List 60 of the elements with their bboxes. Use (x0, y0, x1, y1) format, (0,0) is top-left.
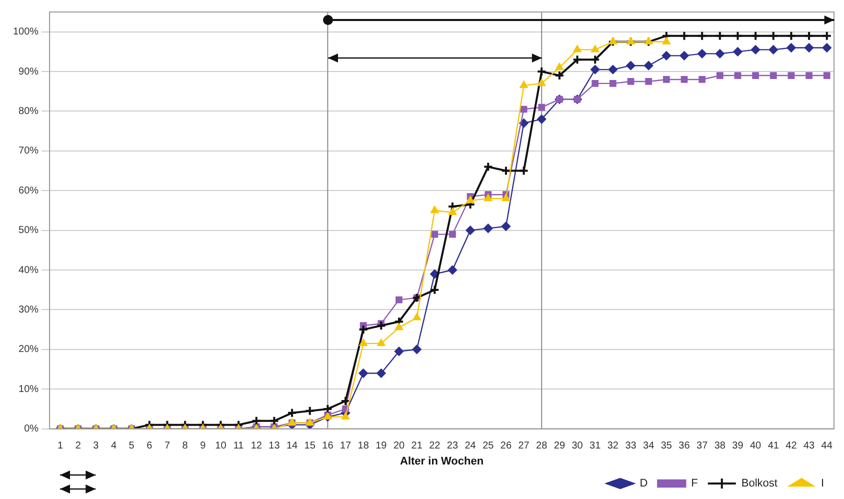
x-tick-label: 20 (393, 440, 405, 452)
y-tick-label: 100% (13, 26, 39, 38)
x-axis-title: Alter in Wochen (400, 455, 484, 468)
x-tick-label: 17 (340, 440, 352, 452)
y-tick-label: 80% (18, 106, 39, 117)
x-tick-label: 31 (590, 440, 602, 452)
y-tick-label: 40% (18, 264, 39, 276)
x-tick-label: 13 (268, 440, 280, 452)
legend-label: F (691, 478, 698, 490)
y-tick-label: 30% (18, 304, 39, 316)
x-tick-label: 27 (518, 440, 530, 452)
x-tick-label: 25 (482, 440, 494, 452)
x-tick-label: 24 (464, 440, 476, 452)
x-tick-label: 33 (625, 440, 637, 452)
x-tick-label: 30 (572, 440, 584, 452)
x-tick-label: 23 (446, 440, 458, 452)
x-tick-label: 2 (75, 440, 82, 452)
legend-label: I (820, 478, 824, 490)
y-tick-label: 60% (18, 185, 39, 196)
x-tick-label: 41 (768, 440, 780, 452)
x-tick-label: 21 (411, 440, 423, 452)
y-tick-label: 50% (18, 225, 39, 236)
x-tick-label: 8 (182, 440, 188, 452)
x-tick-label: 28 (536, 440, 548, 452)
x-tick-label: 9 (200, 440, 206, 452)
x-tick-label: 4 (110, 440, 117, 452)
x-tick-label: 18 (358, 440, 370, 452)
x-tick-label: 36 (678, 440, 690, 452)
x-tick-label: 37 (696, 440, 708, 452)
x-tick-label: 32 (607, 440, 619, 452)
y-tick-label: 20% (18, 344, 39, 356)
x-tick-label: 19 (376, 440, 388, 452)
x-tick-label: 3 (93, 440, 100, 452)
x-tick-label: 6 (146, 440, 153, 452)
x-tick-label: 38 (714, 440, 726, 452)
x-tick-label: 35 (660, 440, 672, 452)
x-tick-label: 16 (322, 440, 334, 452)
x-tick-label: 43 (803, 440, 816, 452)
x-tick-label: 5 (128, 440, 135, 452)
y-tick-label: 10% (18, 384, 39, 395)
x-tick-label: 22 (429, 440, 441, 452)
x-tick-label: 34 (643, 440, 655, 452)
x-tick-label: 29 (554, 440, 566, 452)
x-tick-label: 12 (250, 440, 262, 452)
x-tick-label: 1 (57, 440, 64, 452)
y-tick-label: 90% (18, 66, 39, 78)
x-tick-label: 10 (215, 440, 227, 452)
legend-label: D (640, 478, 648, 490)
x-tick-label: 39 (732, 440, 744, 452)
x-tick-label: 7 (164, 440, 170, 452)
x-tick-label: 11 (233, 440, 244, 452)
x-tick-label: 42 (786, 440, 798, 452)
x-tick-label: 44 (821, 440, 833, 452)
x-tick-label: 26 (500, 440, 512, 452)
y-tick-label: 0% (24, 424, 39, 435)
x-tick-label: 15 (304, 440, 316, 452)
y-tick-label: 70% (18, 146, 39, 157)
x-tick-label: 14 (286, 440, 298, 452)
legend-label: Bolkost (741, 478, 778, 490)
x-tick-label: 40 (750, 440, 762, 452)
